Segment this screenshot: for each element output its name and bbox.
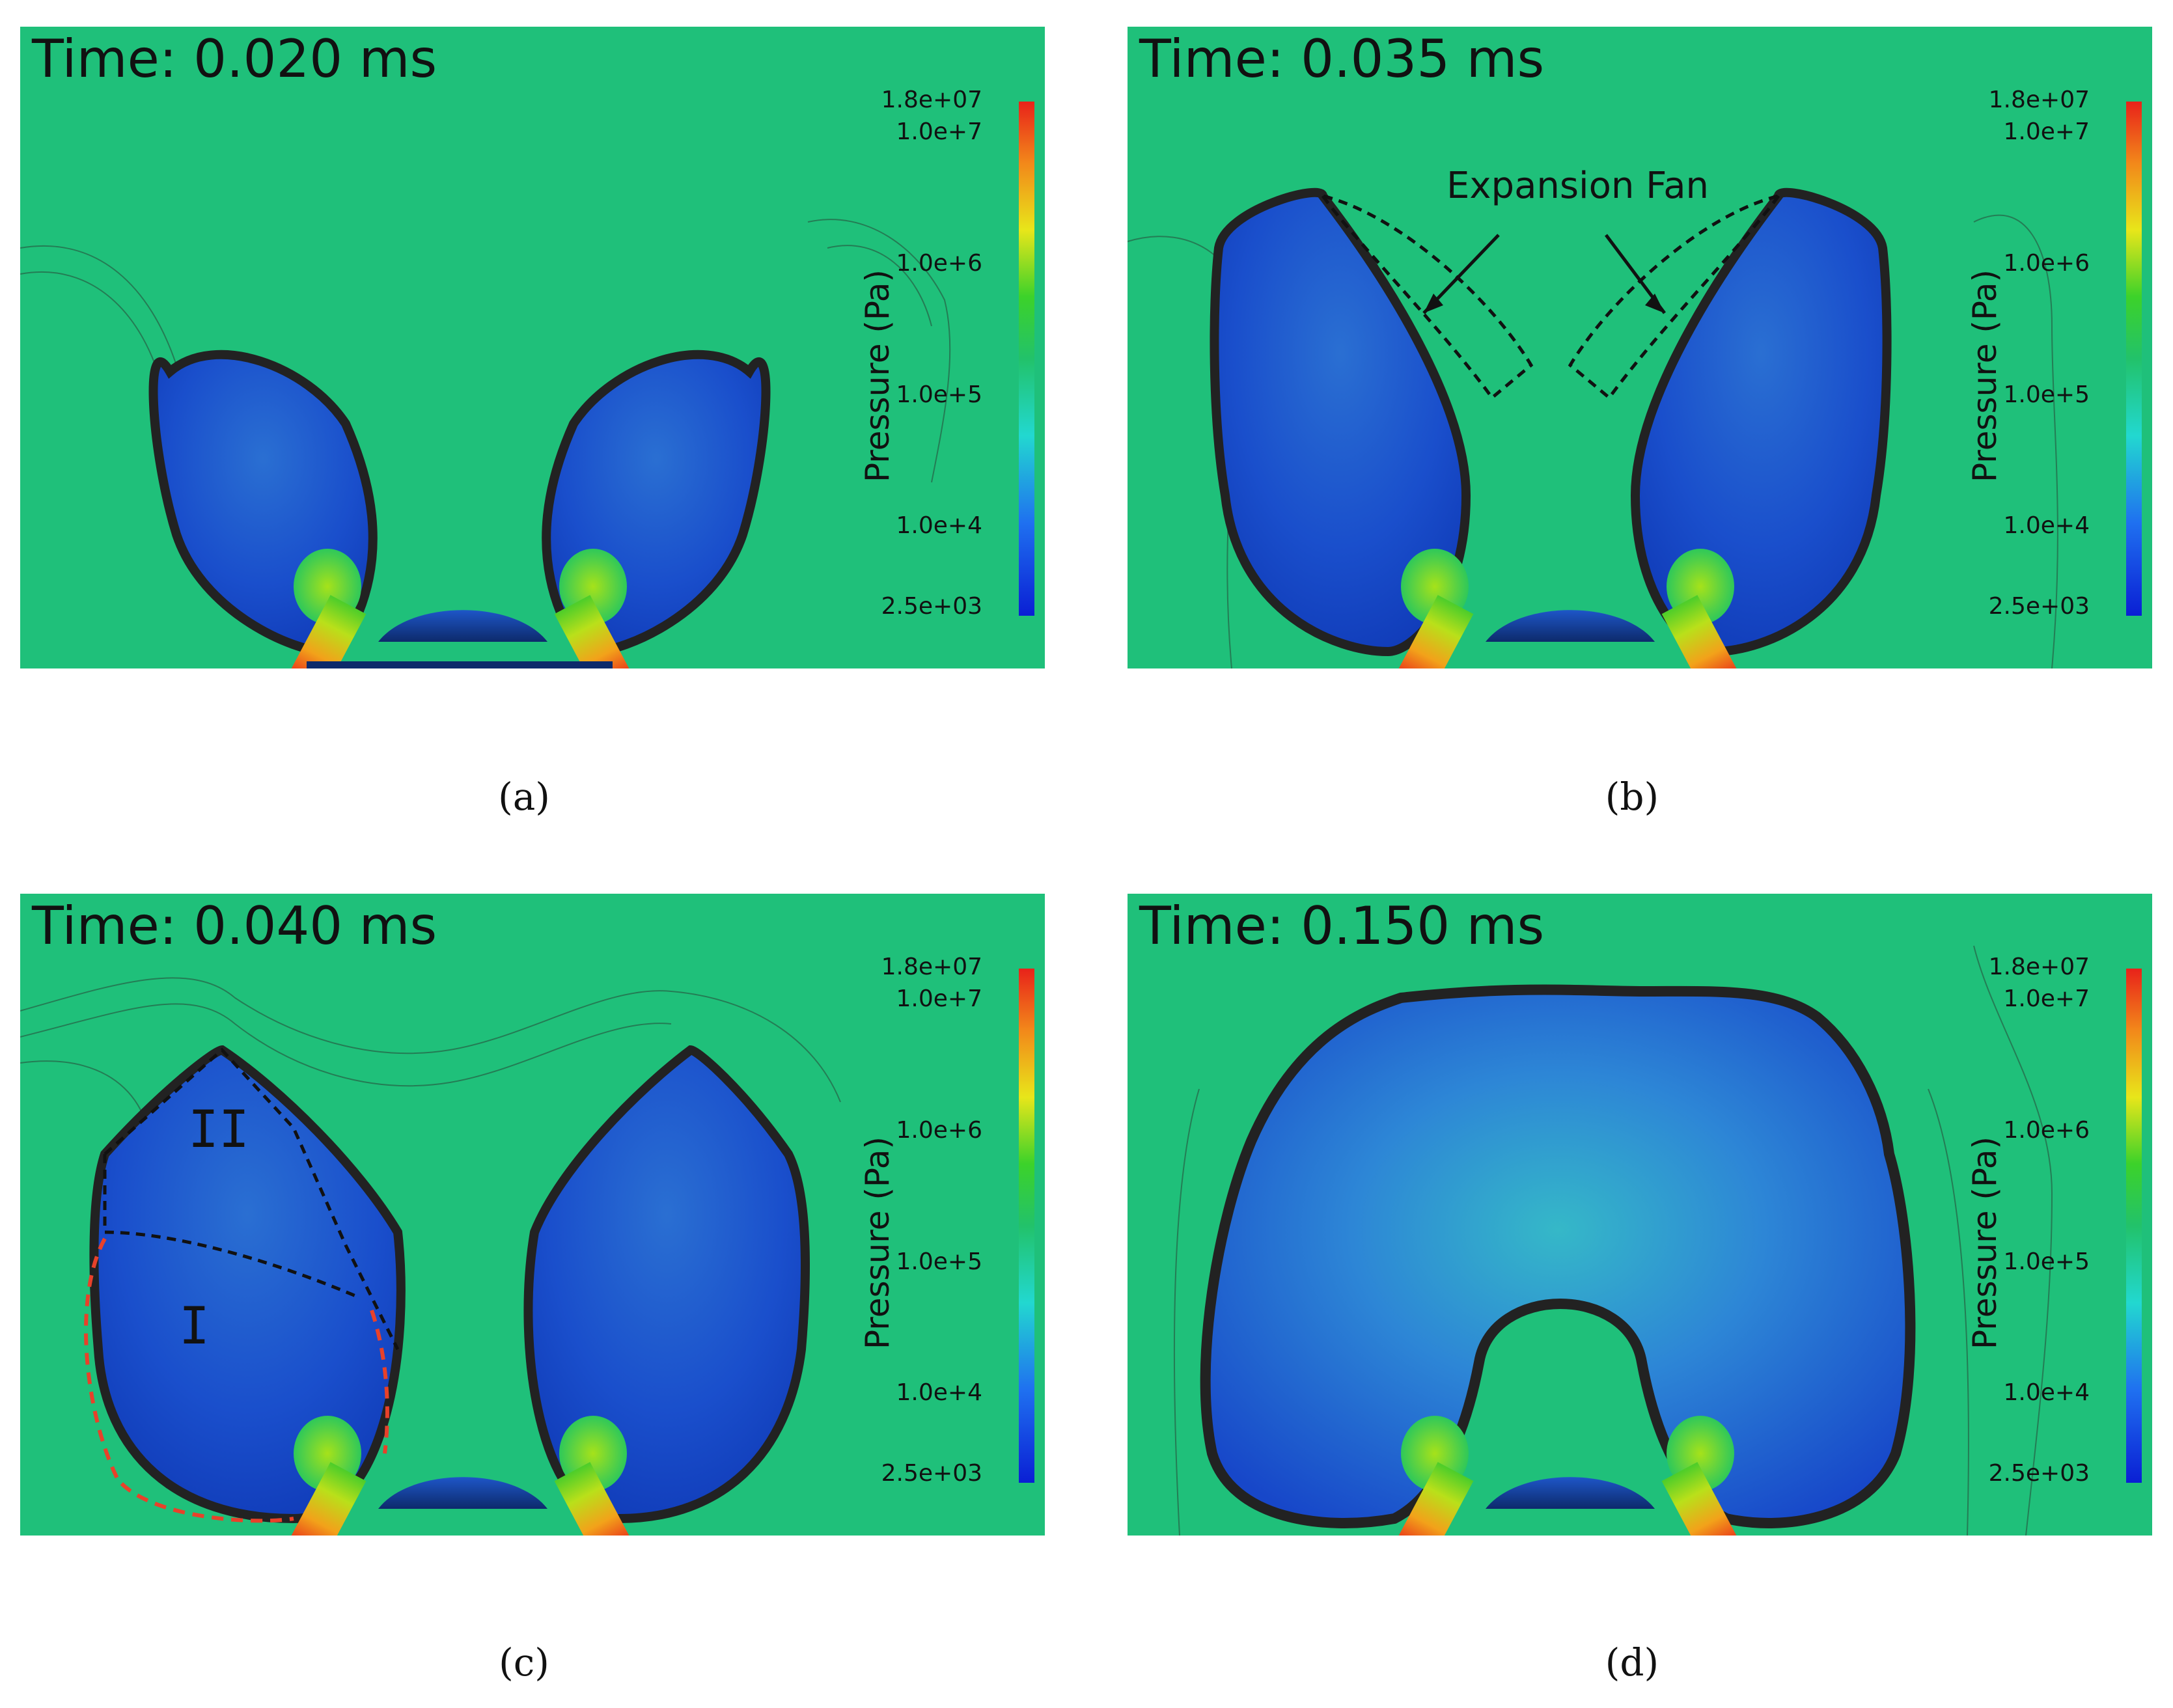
- region-label-ii: II: [188, 1101, 249, 1159]
- colorbar-labels: 1.8e+07 1.0e+7 1.0e+6 1.0e+5 1.0e+4 2.5e…: [1957, 894, 2152, 1536]
- colorbar-labels: 1.8e+07 1.0e+7 1.0e+6 1.0e+5 1.0e+4 2.5e…: [1957, 27, 2152, 668]
- colorbar-tick-1e6: 1.0e+6: [2003, 1117, 2090, 1144]
- colorbar-tick-1e6: 1.0e+6: [896, 250, 982, 277]
- panel-d: Time: 0.150 ms 1.8e+07 1.0e+7 1.0e+6 1.0…: [1128, 894, 2152, 1536]
- colorbar-tick-min: 2.5e+03: [881, 1460, 982, 1487]
- colorbar-tick-max: 1.8e+07: [1988, 87, 2090, 113]
- colorbar-tick-1e7: 1.0e+7: [896, 118, 982, 145]
- caption-b: (b): [1605, 775, 1659, 819]
- time-label: Time: 0.035 ms: [1139, 29, 1545, 89]
- colorbar-tick-1e5: 1.0e+5: [896, 1248, 982, 1275]
- region-label-i: I: [179, 1297, 210, 1356]
- colorbar-tick-1e6: 1.0e+6: [896, 1117, 982, 1144]
- colorbar-scale: [2126, 969, 2142, 1483]
- time-label: Time: 0.150 ms: [1139, 896, 1545, 956]
- colorbar-scale: [1019, 969, 1034, 1483]
- panel-b: Time: 0.035 ms Expansion Fan 1.8e+07 1.0…: [1128, 27, 2152, 668]
- colorbar-tick-min: 2.5e+03: [1988, 593, 2090, 620]
- panel-a: Time: 0.020 ms 1.8e+07 1.0e+7 1.0e+6 1.0…: [20, 27, 1045, 668]
- colorbar-tick-1e5: 1.0e+5: [2003, 381, 2090, 408]
- caption-a: (a): [498, 775, 550, 819]
- time-label: Time: 0.020 ms: [32, 29, 437, 89]
- colorbar-tick-min: 2.5e+03: [881, 593, 982, 620]
- colorbar-tick-1e7: 1.0e+7: [2003, 985, 2090, 1012]
- colorbar-tick-1e6: 1.0e+6: [2003, 250, 2090, 277]
- colorbar-scale: [2126, 102, 2142, 616]
- colorbar-tick-1e4: 1.0e+4: [2003, 1379, 2090, 1406]
- colorbar-labels: 1.8e+07 1.0e+7 1.0e+6 1.0e+5 1.0e+4 2.5e…: [850, 894, 1045, 1536]
- colorbar-scale: [1019, 102, 1034, 616]
- caption-c: (c): [499, 1640, 549, 1685]
- colorbar-tick-max: 1.8e+07: [1988, 954, 2090, 980]
- colorbar-tick-1e7: 1.0e+7: [2003, 118, 2090, 145]
- colorbar-title: Pressure (Pa): [859, 1136, 896, 1349]
- expansion-fan-label: Expansion Fan: [1446, 165, 1709, 207]
- caption-d: (d): [1605, 1640, 1659, 1685]
- panel-c: Time: 0.040 ms II I 1.8e+07 1.0e+7 1.0e+…: [20, 894, 1045, 1536]
- colorbar-tick-1e5: 1.0e+5: [896, 381, 982, 408]
- colorbar-tick-1e5: 1.0e+5: [2003, 1248, 2090, 1275]
- time-label: Time: 0.040 ms: [32, 896, 437, 956]
- pressure-field-b: [1128, 27, 2152, 668]
- colorbar-tick-1e4: 1.0e+4: [896, 1379, 982, 1406]
- colorbar-title: Pressure (Pa): [859, 269, 896, 482]
- colorbar-labels: 1.8e+07 1.0e+7 1.0e+6 1.0e+5 1.0e+4 2.5e…: [850, 27, 1045, 668]
- colorbar-title: Pressure (Pa): [1966, 269, 2004, 482]
- colorbar-tick-1e4: 1.0e+4: [2003, 512, 2090, 539]
- colorbar-title: Pressure (Pa): [1966, 1136, 2004, 1349]
- colorbar-tick-1e7: 1.0e+7: [896, 985, 982, 1012]
- pressure-field-a: [20, 27, 1045, 668]
- colorbar-tick-max: 1.8e+07: [881, 87, 982, 113]
- colorbar-tick-max: 1.8e+07: [881, 954, 982, 980]
- pressure-field-d: [1128, 894, 2152, 1536]
- pressure-field-c: [20, 894, 1045, 1536]
- colorbar-tick-1e4: 1.0e+4: [896, 512, 982, 539]
- colorbar-tick-min: 2.5e+03: [1988, 1460, 2090, 1487]
